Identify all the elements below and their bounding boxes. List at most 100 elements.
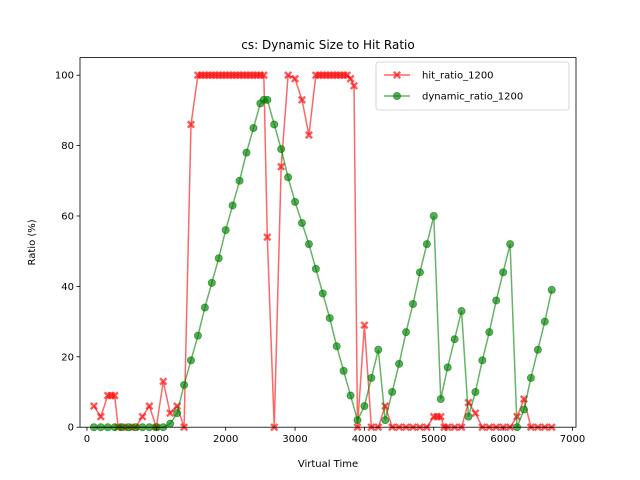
data-point-hit_ratio_1200 [110,391,119,400]
data-point-dynamic_ratio_1200 [186,356,195,365]
data-point-dynamic_ratio_1200 [353,416,362,425]
data-point-dynamic_ratio_1200 [388,387,397,396]
y-tick-label: 60 [61,212,74,223]
x-tick-label: 1000 [144,434,169,445]
data-point-dynamic_ratio_1200 [415,268,424,277]
data-point-dynamic_ratio_1200 [173,409,182,418]
data-point-dynamic_ratio_1200 [242,148,251,157]
data-point-dynamic_ratio_1200 [193,331,202,340]
data-point-dynamic_ratio_1200 [429,211,438,220]
data-point-dynamic_ratio_1200 [249,124,258,133]
data-point-dynamic_ratio_1200 [325,314,334,323]
y-axis-label: Ratio (%) [27,219,38,265]
data-point-dynamic_ratio_1200 [228,201,237,210]
data-point-hit_ratio_1200 [138,412,147,421]
data-point-dynamic_ratio_1200 [436,395,445,404]
data-point-hit_ratio_1200 [471,409,480,418]
data-point-dynamic_ratio_1200 [297,219,306,228]
data-point-hit_ratio_1200 [284,71,293,80]
chart-title: cs: Dynamic Size to Hit Ratio [241,38,414,52]
data-point-dynamic_ratio_1200 [457,307,466,316]
y-tick-label: 100 [55,71,74,82]
data-point-dynamic_ratio_1200 [346,391,355,400]
data-point-hit_ratio_1200 [464,398,473,407]
data-point-hit_ratio_1200 [346,74,355,83]
data-point-dynamic_ratio_1200 [277,145,286,154]
series-dynamic_ratio_1200 [89,95,556,432]
y-tick-label: 80 [61,141,74,152]
legend-entry-dynamic_ratio_1200: dynamic_ratio_1200 [384,92,523,103]
data-point-dynamic_ratio_1200 [533,345,542,354]
legend: hit_ratio_1200 dynamic_ratio_1200 [375,61,570,111]
data-point-hit_ratio_1200 [259,71,268,80]
data-point-hit_ratio_1200 [263,233,272,242]
data-point-dynamic_ratio_1200 [284,173,293,182]
data-point-dynamic_ratio_1200 [492,296,501,305]
data-point-dynamic_ratio_1200 [478,356,487,365]
data-point-dynamic_ratio_1200 [270,120,279,129]
legend-entry-hit_ratio_1200: hit_ratio_1200 [384,71,494,82]
data-point-dynamic_ratio_1200 [526,373,535,382]
data-point-dynamic_ratio_1200 [166,419,175,428]
legend-marker [392,70,402,80]
data-point-dynamic_ratio_1200 [499,268,508,277]
data-point-hit_ratio_1200 [360,321,369,330]
data-point-dynamic_ratio_1200 [291,197,300,206]
data-point-dynamic_ratio_1200 [381,416,390,425]
data-point-dynamic_ratio_1200 [547,285,556,294]
data-point-dynamic_ratio_1200 [318,289,327,298]
data-point-dynamic_ratio_1200 [402,328,411,337]
data-point-dynamic_ratio_1200 [263,95,272,104]
data-point-hit_ratio_1200 [145,402,154,411]
x-tick-label: 0 [84,434,90,445]
data-point-hit_ratio_1200 [277,162,286,171]
data-point-hit_ratio_1200 [297,95,307,104]
data-point-dynamic_ratio_1200 [304,240,313,249]
data-point-dynamic_ratio_1200 [367,373,376,382]
legend-box [375,61,570,111]
y-tick-label: 0 [68,423,74,434]
data-point-hit_ratio_1200 [304,130,313,140]
y-tick-label: 40 [61,282,74,293]
data-point-dynamic_ratio_1200 [395,359,404,368]
x-tick-label: 5000 [421,434,446,445]
legend-marker [392,92,401,101]
data-point-dynamic_ratio_1200 [519,405,528,414]
data-point-hit_ratio_1200 [166,409,175,418]
data-point-dynamic_ratio_1200 [506,240,515,249]
data-point-dynamic_ratio_1200 [235,176,244,185]
x-tick-label: 2000 [213,434,238,445]
x-tick-label: 4000 [352,434,377,445]
data-point-hit_ratio_1200 [186,120,196,129]
data-point-dynamic_ratio_1200 [408,299,417,308]
y-tick-label: 20 [61,352,74,363]
x-axis-ticks: 0 1000 2000 3000 4000 5000 6000 7000 [84,427,585,445]
data-point-dynamic_ratio_1200 [471,387,480,396]
data-point-dynamic_ratio_1200 [180,380,189,389]
data-point-dynamic_ratio_1200 [200,303,209,312]
data-point-dynamic_ratio_1200 [221,226,230,235]
x-axis-label: Virtual Time [298,459,358,470]
axes-frame [79,57,577,428]
y-axis-ticks: 0 20 40 60 80 100 [55,71,80,434]
data-point-dynamic_ratio_1200 [485,328,494,337]
legend-label: dynamic_ratio_1200 [422,92,523,103]
x-tick-label: 3000 [282,434,307,445]
data-point-hit_ratio_1200 [96,412,105,421]
data-point-dynamic_ratio_1200 [422,240,431,249]
x-tick-label: 6000 [490,434,515,445]
data-point-dynamic_ratio_1200 [214,254,223,263]
data-point-hit_ratio_1200 [436,412,445,421]
data-point-dynamic_ratio_1200 [311,264,320,273]
data-point-dynamic_ratio_1200 [443,363,452,372]
axes [79,57,577,428]
data-point-dynamic_ratio_1200 [540,317,549,326]
data-point-dynamic_ratio_1200 [332,342,341,351]
data-point-dynamic_ratio_1200 [207,278,216,287]
data-point-dynamic_ratio_1200 [464,412,473,421]
data-point-hit_ratio_1200 [291,74,300,83]
data-point-hit_ratio_1200 [159,377,168,386]
data-point-hit_ratio_1200 [89,402,98,411]
data-point-dynamic_ratio_1200 [339,366,348,375]
data-point-dynamic_ratio_1200 [360,402,369,411]
